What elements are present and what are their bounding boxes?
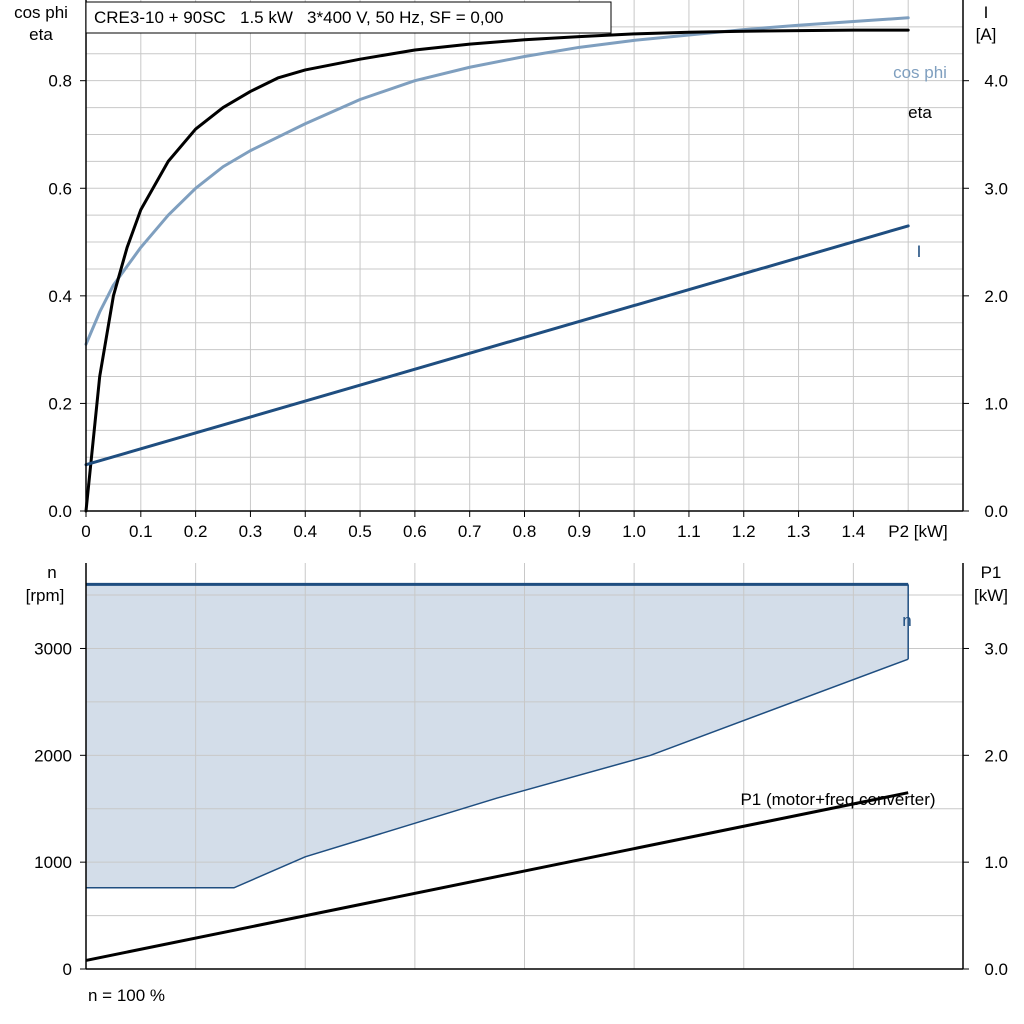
bottom-y-left-label-line-2: [rpm] <box>26 586 65 605</box>
bottom-y-right-tick-label-2: 2.0 <box>984 746 1008 765</box>
x-tick-label-7: 0.7 <box>458 522 482 541</box>
y-left-label-line-2: eta <box>29 25 53 44</box>
bottom-y-left-tick-label-2: 2000 <box>34 746 72 765</box>
x-tick-label-3: 0.3 <box>239 522 263 541</box>
bottom-y-right-tick-label-3: 3.0 <box>984 639 1008 658</box>
bottom-y-left-label-line-1: n <box>47 563 56 582</box>
bottom-y-left-tick-label-1: 1000 <box>34 853 72 872</box>
y-left-tick-label-0: 0.0 <box>48 502 72 521</box>
bottom-y-left-tick-label-3: 3000 <box>34 639 72 658</box>
y-left-tick-label-3: 0.6 <box>48 179 72 198</box>
series-line-i <box>84 224 910 467</box>
series-label-current: I <box>917 242 922 261</box>
top-ticks: 0 0.1 0.2 0.3 0.4 0.5 0.6 0.7 0.8 0.9 1.0 1.1 1.2 1.3… <box>48 72 1008 541</box>
series-line-min-n <box>86 658 909 889</box>
y-left-tick-label-1: 0.2 <box>48 394 72 413</box>
x-tick-label-9: 0.9 <box>567 522 591 541</box>
footer-note: n = 100 % <box>88 986 165 1005</box>
x-tick-label-4: 0.4 <box>293 522 317 541</box>
series-label-eta: eta <box>908 103 932 122</box>
y-right-tick-label-4: 4.0 <box>984 72 1008 91</box>
y-right-tick-label-1: 1.0 <box>984 394 1008 413</box>
x-tick-label-6: 0.6 <box>403 522 427 541</box>
bottom-axes <box>85 563 964 970</box>
title-box <box>85 1 612 34</box>
bottom-y-right-label-line-1: P1 <box>981 563 1002 582</box>
series-label-p1: P1 (motor+freq.converter) <box>740 790 935 809</box>
x-tick-label-5: 0.5 <box>348 522 372 541</box>
x-axis-label: P2 [kW] <box>888 522 948 541</box>
x-tick-label-12: 1.2 <box>732 522 756 541</box>
x-tick-label-8: 0.8 <box>513 522 537 541</box>
x-tick-label-10: 1.0 <box>622 522 646 541</box>
bottom-y-right-label-line-2: [kW] <box>974 586 1008 605</box>
y-right-tick-label-3: 3.0 <box>984 179 1008 198</box>
bottom-y-right-tick-label-0: 0.0 <box>984 960 1008 979</box>
y-left-label-line-1: cos phi <box>14 3 68 22</box>
x-tick-label-11: 1.1 <box>677 522 701 541</box>
bottom-fill-layer <box>86 584 909 888</box>
bottom-y-right-tick-label-1: 1.0 <box>984 853 1008 872</box>
x-tick-label-14: 1.4 <box>842 522 866 541</box>
series-line-eta <box>84 28 910 513</box>
bottom-ticks: 0 1000 2000 3000 0.0 1.0 2.0 3.0 <box>34 639 1008 979</box>
x-tick-label-13: 1.3 <box>787 522 811 541</box>
chart-title: CRE3-10 + 90SC 1.5 kW 3*400 V, 50 Hz, SF… <box>94 8 503 27</box>
y-right-tick-label-2: 2.0 <box>984 287 1008 306</box>
top-grid <box>86 0 963 511</box>
bottom-panel: 0 1000 2000 3000 0.0 1.0 2.0 3.0 n [rpm] P1 [kW… <box>26 563 1008 1005</box>
operating-range-area <box>86 584 909 888</box>
top-panel: 0 0.1 0.2 0.3 0.4 0.5 0.6 0.7 0.8 0.9 1.0 1.1 1.2 1.3… <box>14 0 1008 541</box>
series-line-p1 <box>85 791 909 962</box>
x-tick-label-0: 0 <box>81 522 90 541</box>
y-right-tick-label-0: 0.0 <box>984 502 1008 521</box>
series-label-n: n <box>902 611 911 630</box>
top-series <box>84 16 910 513</box>
bottom-series <box>85 582 909 962</box>
y-right-label-line-1: I <box>984 3 989 22</box>
y-left-tick-label-4: 0.8 <box>48 72 72 91</box>
x-tick-label-2: 0.2 <box>184 522 208 541</box>
series-label-cos-phi: cos phi <box>893 63 947 82</box>
y-left-tick-label-2: 0.4 <box>48 287 72 306</box>
bottom-y-left-tick-label-0: 0 <box>63 960 72 979</box>
x-tick-label-1: 0.1 <box>129 522 153 541</box>
y-right-label-line-2: [A] <box>976 25 997 44</box>
